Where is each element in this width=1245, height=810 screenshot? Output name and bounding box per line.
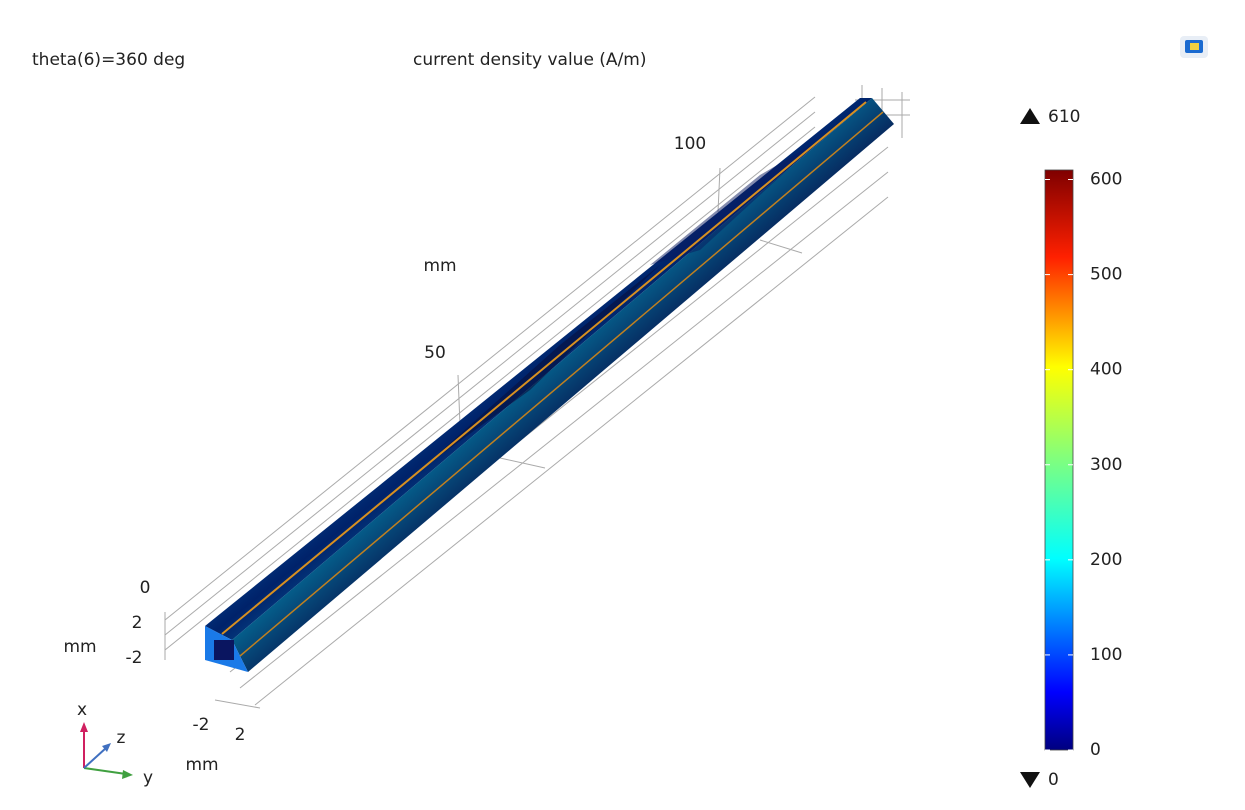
grid-line [165,127,815,650]
z-unit: mm [423,256,456,276]
x-unit: mm [63,637,96,657]
grid-line [165,112,815,635]
colorbar-tick-label: 500 [1090,265,1122,285]
axis-triad: x y z [77,700,153,788]
edge-line [240,112,883,656]
grid-line [165,97,815,620]
triad-z-label: z [117,728,126,748]
colorbar-max: 610 [1048,107,1080,127]
quantity-title: current density value (A/m) [413,50,646,70]
colorbar: 610 0 0 100 200 300 400 500 600 [1020,107,1122,790]
triad-z-arrow [84,748,106,768]
twist-shade [420,265,660,470]
triad-y-head [122,770,133,779]
beam-hole [214,640,234,660]
grid-line [215,700,260,708]
colorbar-gradient [1045,170,1073,750]
colorbar-tick-label: 200 [1090,550,1122,570]
plot-window: theta(6)=360 deg current density value (… [0,0,1245,810]
colorbar-tick-label: 300 [1090,455,1122,475]
edge-line [222,102,866,634]
y-unit: mm [185,755,218,775]
max-marker [1020,108,1040,124]
y-tick-label: -2 [193,715,210,735]
min-marker [1020,772,1040,788]
grid-line [500,458,545,468]
triad-y-arrow [84,768,126,774]
x-tick-label: -2 [126,648,143,668]
icon-inner[interactable] [1190,43,1199,50]
grid-line [255,197,888,705]
view-icon[interactable] [1180,36,1208,58]
z-tick-label: 100 [674,134,706,154]
triad-x-head [80,722,88,732]
triad-y-label: y [143,768,153,788]
triad-x-label: x [77,700,87,720]
beam [205,98,894,672]
colorbar-tick-label: 100 [1090,645,1122,665]
colorbar-tick-label: 400 [1090,360,1122,380]
parameter-label: theta(6)=360 deg [32,50,185,70]
axis-labels: 100 50 mm 0 2 -2 mm -2 2 mm [63,134,706,775]
y-tick-label: 2 [235,725,246,745]
x-tick-label: 2 [132,613,143,633]
beam-side-face [232,98,894,672]
x-tick-label: 0 [140,578,151,598]
grid-line [760,240,802,253]
colorbar-tick-label: 0 [1090,740,1101,760]
colorbar-min: 0 [1048,770,1059,790]
z-tick-label: 50 [424,343,446,363]
colorbar-tick-label: 600 [1090,170,1122,190]
